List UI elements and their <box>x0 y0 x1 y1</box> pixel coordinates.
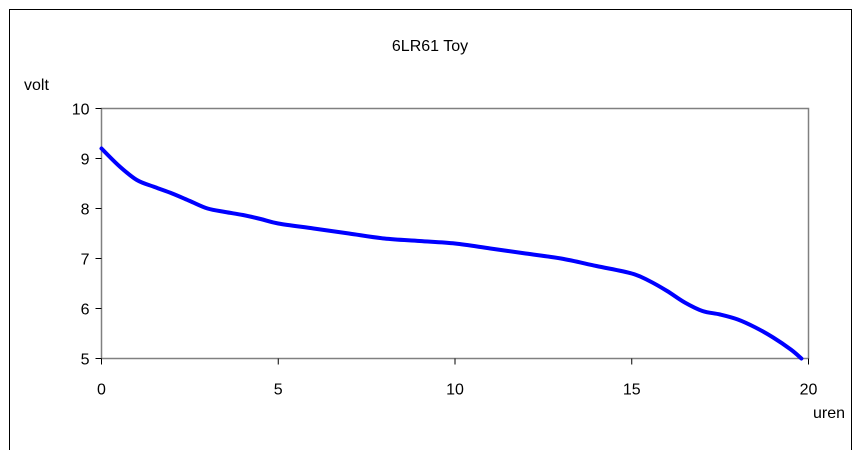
plot-area <box>100 107 810 360</box>
y-tick-label: 7 <box>81 252 90 269</box>
y-tick-label: 5 <box>81 352 90 369</box>
y-tick-label: 6 <box>81 302 90 319</box>
y-axis-label: volt <box>24 77 49 94</box>
series-line <box>99 146 804 361</box>
x-tick-label: 20 <box>800 382 818 399</box>
x-axis: 0 5 10 15 20 <box>97 358 818 399</box>
x-tick-label: 0 <box>97 382 106 399</box>
y-axis: 5 6 7 8 9 10 <box>72 102 102 369</box>
chart-title: 6LR61 Toy <box>392 38 468 55</box>
y-tick-label: 8 <box>81 202 90 219</box>
x-tick-label: 15 <box>623 382 641 399</box>
y-tick-label: 10 <box>72 102 90 119</box>
x-axis-label: uren <box>813 405 845 422</box>
y-tick-label: 9 <box>81 152 90 169</box>
chart-border <box>9 9 852 450</box>
x-tick-label: 10 <box>446 382 464 399</box>
series-layer <box>99 146 804 361</box>
x-tick-label: 5 <box>274 382 283 399</box>
